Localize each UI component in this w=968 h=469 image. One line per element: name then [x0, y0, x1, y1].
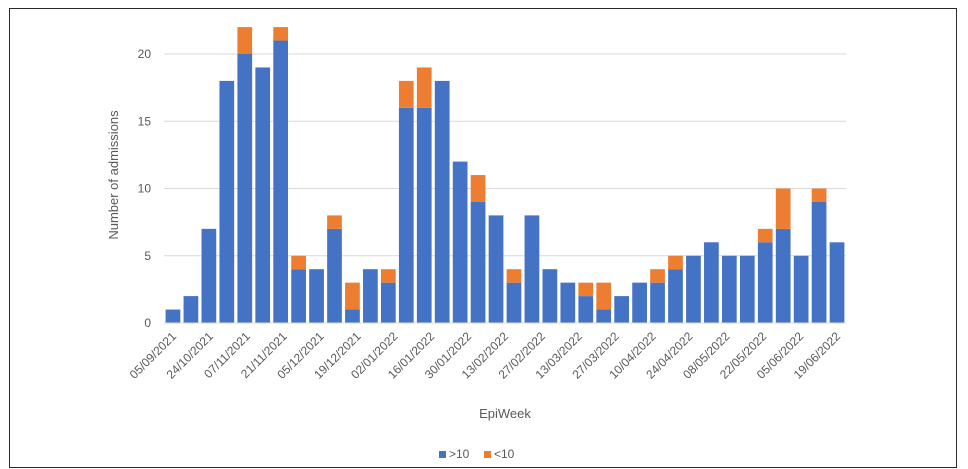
- bar-over-10: [398, 107, 414, 323]
- bar-over-10: [775, 228, 791, 323]
- bar-over-10: [255, 67, 271, 323]
- legend-swatch: [484, 451, 491, 458]
- bar-over-10: [560, 282, 576, 323]
- bar-over-10: [416, 107, 432, 323]
- bar-over-10: [345, 309, 360, 323]
- bar-over-10: [614, 296, 630, 323]
- bar-over-10: [578, 296, 594, 323]
- y-tick-label: 0: [144, 316, 151, 330]
- bar-under-10: [650, 269, 665, 283]
- bar-over-10: [363, 269, 378, 323]
- bar-over-10: [739, 255, 755, 323]
- bar-over-10: [291, 269, 306, 323]
- bar-over-10: [380, 282, 396, 323]
- bar-over-10: [452, 161, 468, 323]
- bar-under-10: [811, 188, 827, 202]
- bar-over-10: [650, 282, 665, 323]
- bar-over-10: [434, 80, 450, 324]
- bar-over-10: [793, 255, 809, 323]
- bar-over-10: [237, 54, 253, 323]
- bar-under-10: [578, 282, 594, 297]
- x-axis-title: EpiWeek: [479, 406, 531, 421]
- bar-over-10: [829, 242, 845, 323]
- bar-under-10: [327, 215, 342, 229]
- bar-under-10: [506, 269, 522, 283]
- bar-over-10: [686, 255, 701, 323]
- y-tick-label: 20: [138, 47, 152, 61]
- bar-under-10: [398, 80, 414, 108]
- y-tick-label: 15: [138, 114, 152, 128]
- bar-over-10: [273, 40, 289, 324]
- bar-over-10: [165, 309, 181, 323]
- bar-over-10: [201, 228, 217, 323]
- bar-under-10: [775, 188, 791, 229]
- legend: >10 <10: [439, 447, 515, 461]
- bar-over-10: [219, 80, 235, 324]
- y-tick-label: 5: [144, 249, 151, 263]
- bar-over-10: [668, 269, 683, 323]
- bar-over-10: [183, 296, 199, 323]
- bar-over-10: [506, 282, 522, 323]
- legend-label: <10: [494, 447, 515, 461]
- bars: [165, 27, 845, 324]
- bar-under-10: [416, 67, 432, 108]
- y-tick-label: 10: [138, 182, 152, 196]
- y-axis-ticks: 0 5 10 15 20: [138, 47, 152, 330]
- bar-under-10: [237, 27, 253, 54]
- bar-over-10: [488, 215, 504, 323]
- bar-over-10: [309, 269, 324, 323]
- bar-under-10: [668, 255, 683, 270]
- bar-under-10: [757, 228, 773, 243]
- bar-under-10: [596, 282, 612, 310]
- bar-under-10: [380, 269, 396, 283]
- bar-under-10: [273, 27, 289, 41]
- stacked-bar-chart: 0 5 10 15 20 05/09/202124/10/202107/11/20212…: [106, 27, 846, 461]
- bar-over-10: [632, 282, 647, 323]
- bar-over-10: [704, 242, 719, 323]
- bar-over-10: [757, 242, 773, 323]
- bar-under-10: [291, 255, 306, 270]
- bar-over-10: [596, 309, 612, 323]
- bar-under-10: [345, 282, 360, 310]
- bar-over-10: [721, 255, 737, 323]
- legend-swatch: [439, 451, 446, 458]
- legend-label: >10: [449, 447, 470, 461]
- bar-over-10: [470, 201, 486, 323]
- bar-over-10: [327, 228, 342, 323]
- bar-under-10: [470, 175, 486, 202]
- y-axis-title: Number of admissions: [106, 110, 121, 240]
- bar-over-10: [524, 215, 540, 323]
- chart-frame: 0 5 10 15 20 05/09/2021 24/10/2021 07/11/2021 2…: [9, 8, 957, 468]
- bar-over-10: [542, 269, 558, 323]
- x-axis-ticks: 05/09/202124/10/202107/11/202121/11/2021…: [127, 329, 844, 382]
- bar-over-10: [811, 201, 827, 323]
